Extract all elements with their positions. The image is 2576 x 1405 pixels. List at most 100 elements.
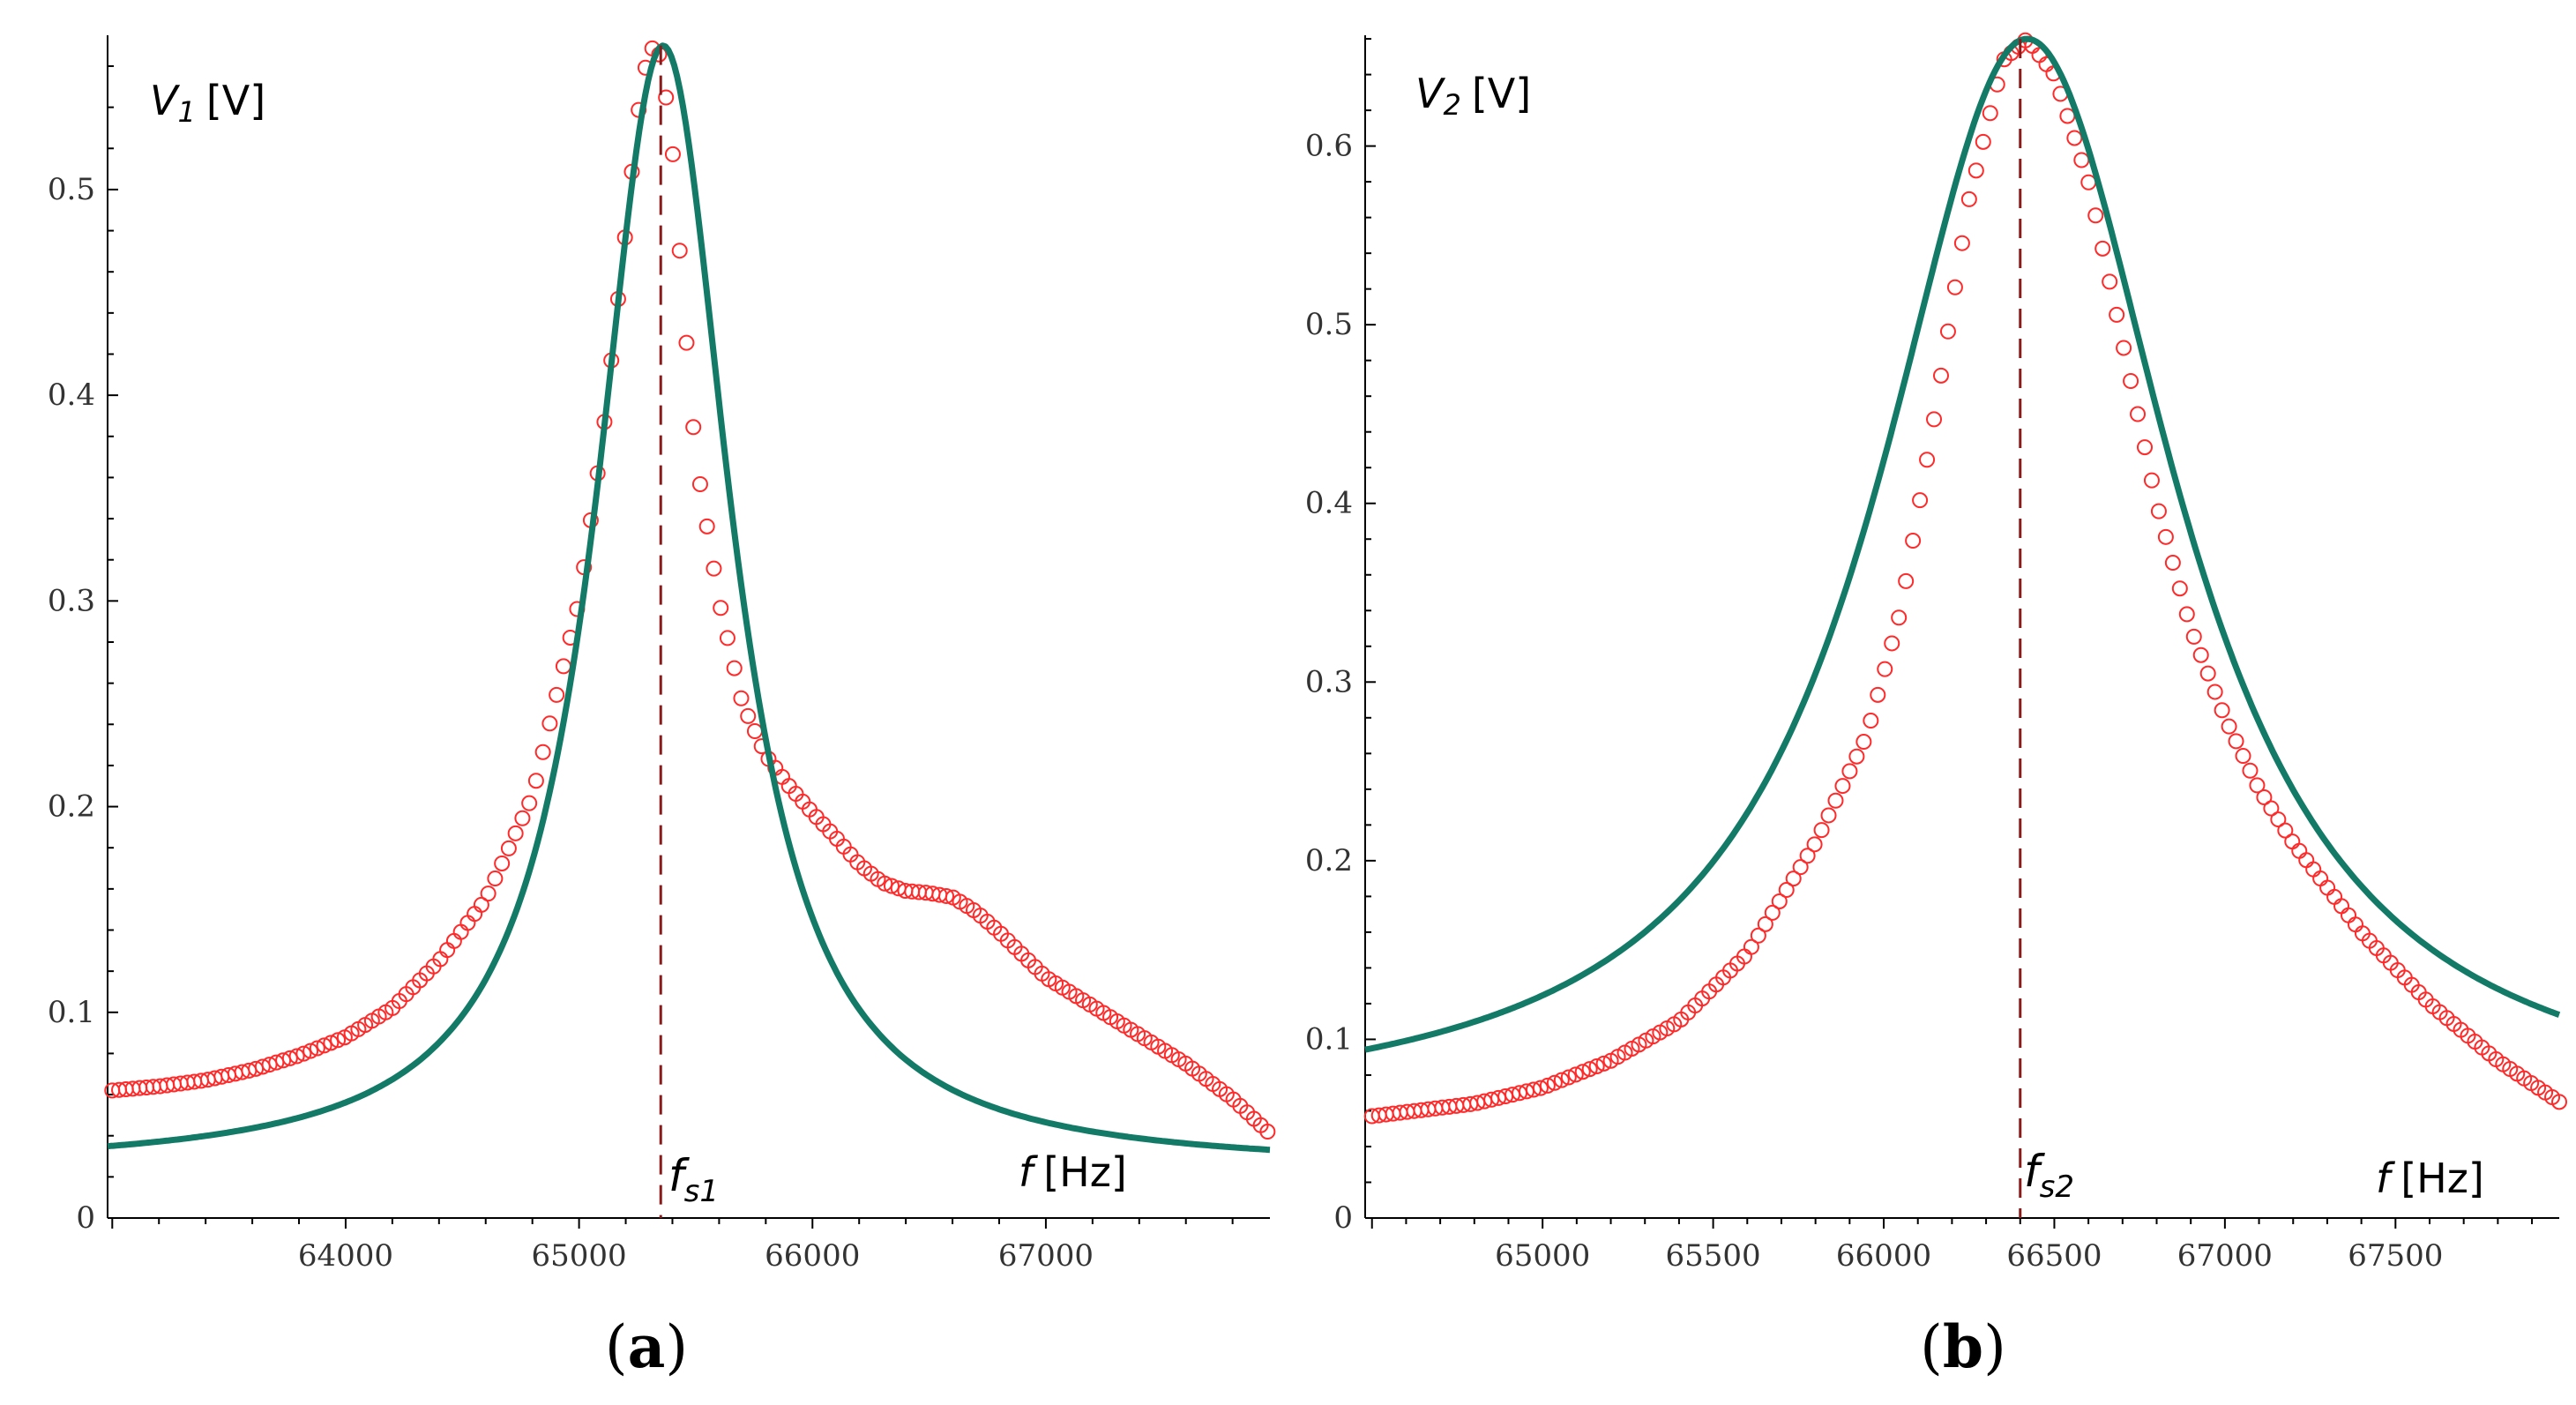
measured-point — [746, 723, 763, 740]
measured-point — [2130, 406, 2147, 422]
measured-point — [1771, 893, 1788, 909]
measured-point — [1926, 411, 1943, 428]
measured-point — [658, 89, 675, 106]
panel-a-x-var: f — [1019, 1148, 1038, 1196]
measured-point — [691, 476, 708, 493]
measured-point — [514, 810, 531, 826]
measured-point — [1891, 609, 1908, 626]
measured-point — [2249, 777, 2266, 794]
measured-point — [2263, 800, 2280, 817]
model-curve — [1364, 35, 2561, 1053]
measured-point — [1932, 367, 1949, 384]
panel-a-fs-sub: s1 — [684, 1174, 719, 1209]
measured-point — [2242, 762, 2259, 779]
measured-point — [309, 1040, 325, 1057]
measured-point — [2116, 340, 2132, 356]
panel-a-y-unit: [V] — [206, 77, 265, 124]
measured-point — [2059, 108, 2076, 124]
measured-point — [2150, 503, 2167, 519]
measured-point — [1912, 492, 1929, 509]
panel-a-y-var: V — [150, 77, 181, 124]
panel-b-x-tick-label: 67500 — [2348, 1238, 2443, 1274]
panel-b-x-axis-title: f [Hz] — [2376, 1155, 2484, 1202]
panel-a-x-tick-label: 67000 — [998, 1238, 1094, 1274]
measured-point — [1834, 778, 1851, 795]
measured-point — [2102, 273, 2118, 290]
panel-b-y-tick-label: 0.3 — [1305, 664, 1353, 699]
measured-point — [480, 886, 497, 902]
measured-point — [452, 923, 469, 940]
measured-point — [2326, 888, 2343, 905]
measured-point — [698, 518, 715, 534]
measured-point — [2192, 646, 2209, 663]
measured-point — [1939, 323, 1956, 340]
panel-b-resonance-label: fs2 — [2024, 1146, 2074, 1205]
measured-point — [938, 887, 955, 904]
measured-point — [302, 1043, 319, 1059]
measured-point — [1532, 1080, 1549, 1096]
measured-point — [2066, 130, 2083, 146]
measured-point — [1863, 713, 1879, 729]
measured-point — [549, 686, 565, 703]
measured-point — [2178, 606, 2195, 623]
measured-point — [1877, 661, 1893, 677]
panel-a-y-sub: 1 — [177, 95, 195, 129]
panel-a-x-tick-label: 66000 — [765, 1238, 860, 1274]
measured-point — [1898, 572, 1915, 589]
panel-b-x-tick-label: 66500 — [2006, 1238, 2102, 1274]
measured-point — [1855, 734, 1872, 751]
measured-point — [2228, 733, 2244, 750]
measured-point — [467, 906, 483, 923]
measured-point — [2298, 852, 2315, 869]
measured-point — [1581, 1061, 1598, 1078]
measured-point — [281, 1050, 298, 1066]
measured-point — [2137, 439, 2154, 456]
measured-point — [1870, 686, 1886, 703]
panel-b-caption: (b) — [1920, 1312, 2006, 1381]
panel-a-y-tick-label: 0 — [76, 1200, 95, 1236]
measured-point — [2199, 665, 2216, 682]
measured-point — [521, 795, 538, 811]
measured-point — [1813, 822, 1830, 839]
panel-b-y-axis-title: V2 [V] — [1415, 70, 1531, 122]
measured-point — [719, 630, 735, 646]
measured-point — [2256, 789, 2273, 806]
panel-a-y-tick-label: 0.3 — [48, 583, 95, 618]
panel-b-y-tick-label: 0.5 — [1305, 307, 1353, 342]
measured-point — [1539, 1077, 1556, 1094]
measured-point — [439, 942, 456, 959]
measured-point — [2143, 472, 2160, 489]
measured-point — [1259, 1124, 1276, 1140]
measured-point — [534, 744, 551, 760]
measured-point — [1967, 162, 1984, 179]
measured-point — [541, 715, 558, 732]
panel-b-y-sub: 2 — [1443, 88, 1460, 122]
panel-a: 0 0.1 0.2 0.3 0.4 0.5 64000 65000 66000 67000 V1 [… — [48, 35, 1276, 1381]
model-curve — [107, 42, 1271, 1154]
measured-point — [1820, 807, 1837, 824]
measured-point — [2221, 718, 2237, 735]
measured-point — [671, 243, 688, 259]
panel-a-ticks: 0 0.1 0.2 0.3 0.4 0.5 64000 65000 66000 67000 — [48, 35, 1270, 1274]
measured-point — [445, 932, 462, 949]
panel-a-resonance-label: fs1 — [668, 1150, 719, 1209]
measured-point — [527, 773, 544, 789]
panel-a-y-tick-label: 0.1 — [48, 995, 95, 1030]
measured-point — [1553, 1072, 1570, 1088]
panel-b-x-tick-label: 67000 — [2177, 1238, 2273, 1274]
measured-point — [295, 1045, 312, 1062]
panel-b-ticks: 0 0.1 0.2 0.3 0.4 0.5 0.6 65000 65500 66000 66500 6… — [1305, 35, 2559, 1274]
measured-point — [1588, 1057, 1605, 1074]
panel-b-x-unit: [Hz] — [2401, 1155, 2484, 1202]
panel-a-caption: (a) — [605, 1312, 688, 1381]
panel-a-series — [104, 40, 1276, 1218]
measured-point — [323, 1035, 340, 1051]
measured-point — [500, 840, 517, 856]
measured-point — [2157, 528, 2174, 545]
measured-point — [2319, 879, 2336, 896]
measured-point — [555, 658, 571, 675]
measured-point — [1764, 904, 1781, 921]
measured-point — [2073, 152, 2090, 168]
measured-point — [1841, 763, 1858, 780]
